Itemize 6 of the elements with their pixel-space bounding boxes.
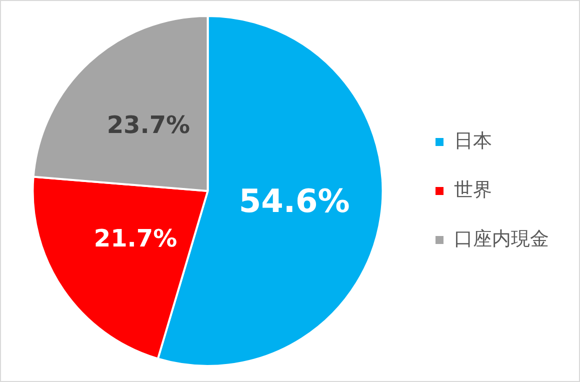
legend-label: 世界 xyxy=(454,178,492,201)
legend-label: 日本 xyxy=(454,130,492,152)
legend-label: 口座内現金 xyxy=(454,228,549,250)
data-label: 23.7% xyxy=(106,110,190,139)
data-label: 54.6% xyxy=(238,182,350,220)
data-label: 21.7% xyxy=(94,224,178,253)
